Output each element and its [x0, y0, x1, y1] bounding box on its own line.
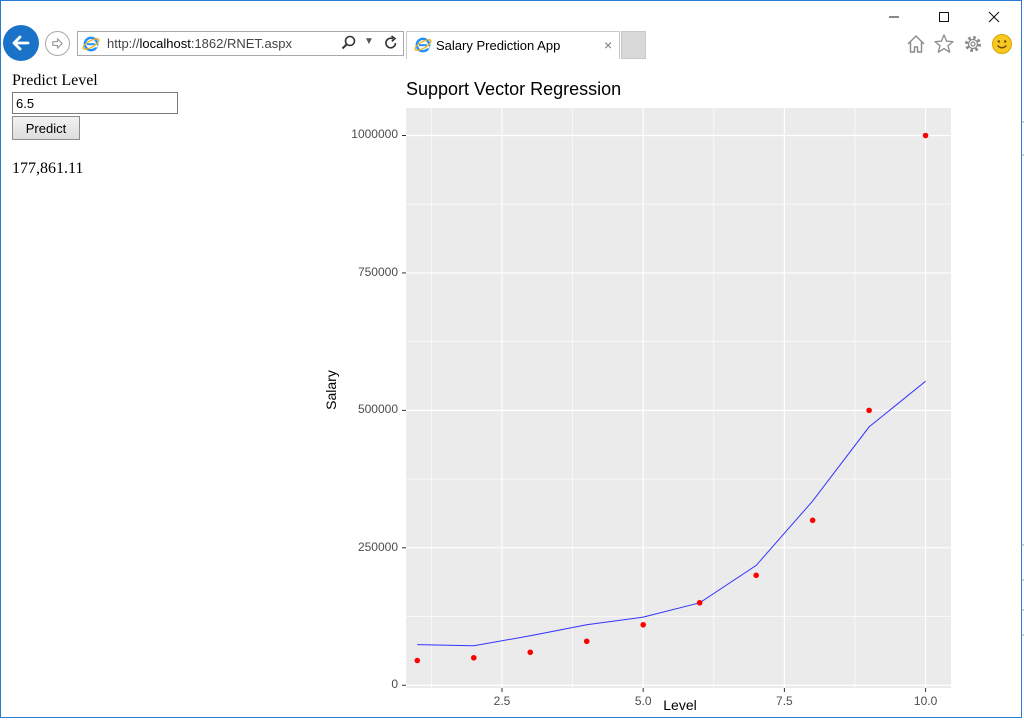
- star-icon[interactable]: [933, 33, 955, 55]
- minimize-icon: [889, 16, 899, 18]
- search-icon[interactable]: [340, 34, 358, 52]
- url-text[interactable]: http://localhost:1862/RNET.aspx: [107, 36, 292, 51]
- data-point: [753, 572, 759, 579]
- data-point: [470, 654, 477, 661]
- data-point: [696, 599, 703, 606]
- data-point: [414, 657, 421, 664]
- x-tick-label: 5.0: [634, 694, 652, 708]
- x-tick-label: 10.0: [913, 694, 938, 708]
- predict-level-label: Predict Level: [12, 72, 98, 89]
- scroll-edge: [1021, 121, 1024, 636]
- data-point: [527, 649, 534, 656]
- address-bar[interactable]: http://localhost:1862/RNET.aspx ▼: [77, 31, 404, 56]
- plot-panel: [406, 108, 951, 688]
- prediction-result: 177,861.11: [12, 160, 84, 177]
- svr-chart: [402, 108, 951, 692]
- url-host: localhost: [139, 36, 191, 51]
- data-point: [583, 638, 590, 645]
- y-tick-label: 500000: [357, 402, 398, 417]
- minimize-button[interactable]: [872, 4, 916, 30]
- maximize-icon: [939, 12, 949, 22]
- tab-label: Salary Prediction App: [436, 38, 561, 53]
- arrow-left-icon: [12, 35, 30, 51]
- chart-title: Support Vector Regression: [406, 79, 622, 99]
- x-tick-label: 7.5: [776, 694, 793, 708]
- smiley-icon[interactable]: [991, 33, 1013, 55]
- data-point: [922, 132, 929, 139]
- dropdown-arrow-icon[interactable]: ▼: [364, 36, 374, 47]
- close-window-button[interactable]: [972, 4, 1016, 30]
- x-tick-label: 2.5: [493, 694, 511, 708]
- close-icon: [988, 11, 1000, 23]
- maximize-button[interactable]: [922, 4, 966, 30]
- forward-button[interactable]: [45, 31, 70, 56]
- refresh-icon[interactable]: [382, 34, 400, 52]
- tab-close-icon[interactable]: ×: [604, 37, 613, 53]
- y-tick-label: 1000000: [351, 127, 398, 142]
- arrow-right-icon: [52, 38, 63, 49]
- gear-icon[interactable]: [962, 33, 984, 55]
- level-input[interactable]: [12, 92, 178, 114]
- x-axis-label: Level: [663, 697, 697, 713]
- new-tab-button[interactable]: [621, 31, 646, 59]
- y-tick-label: 250000: [357, 539, 398, 554]
- y-tick-label: 750000: [357, 264, 398, 279]
- url-path: :1862/RNET.aspx: [190, 36, 293, 51]
- data-point: [809, 517, 816, 524]
- tab-salary-prediction[interactable]: Salary Prediction App ×: [406, 31, 620, 59]
- back-button[interactable]: [3, 25, 39, 61]
- ie-logo-icon: [82, 36, 100, 52]
- y-axis-label: Salary: [323, 370, 339, 410]
- data-point: [640, 621, 647, 628]
- y-tick-label: 0: [391, 677, 398, 692]
- url-prefix: http://: [107, 36, 140, 51]
- svr-prediction-line: [417, 380, 926, 647]
- ie-logo-icon: [414, 37, 432, 53]
- predict-button[interactable]: Predict: [12, 116, 80, 140]
- data-point: [866, 407, 872, 414]
- home-icon[interactable]: [905, 33, 927, 55]
